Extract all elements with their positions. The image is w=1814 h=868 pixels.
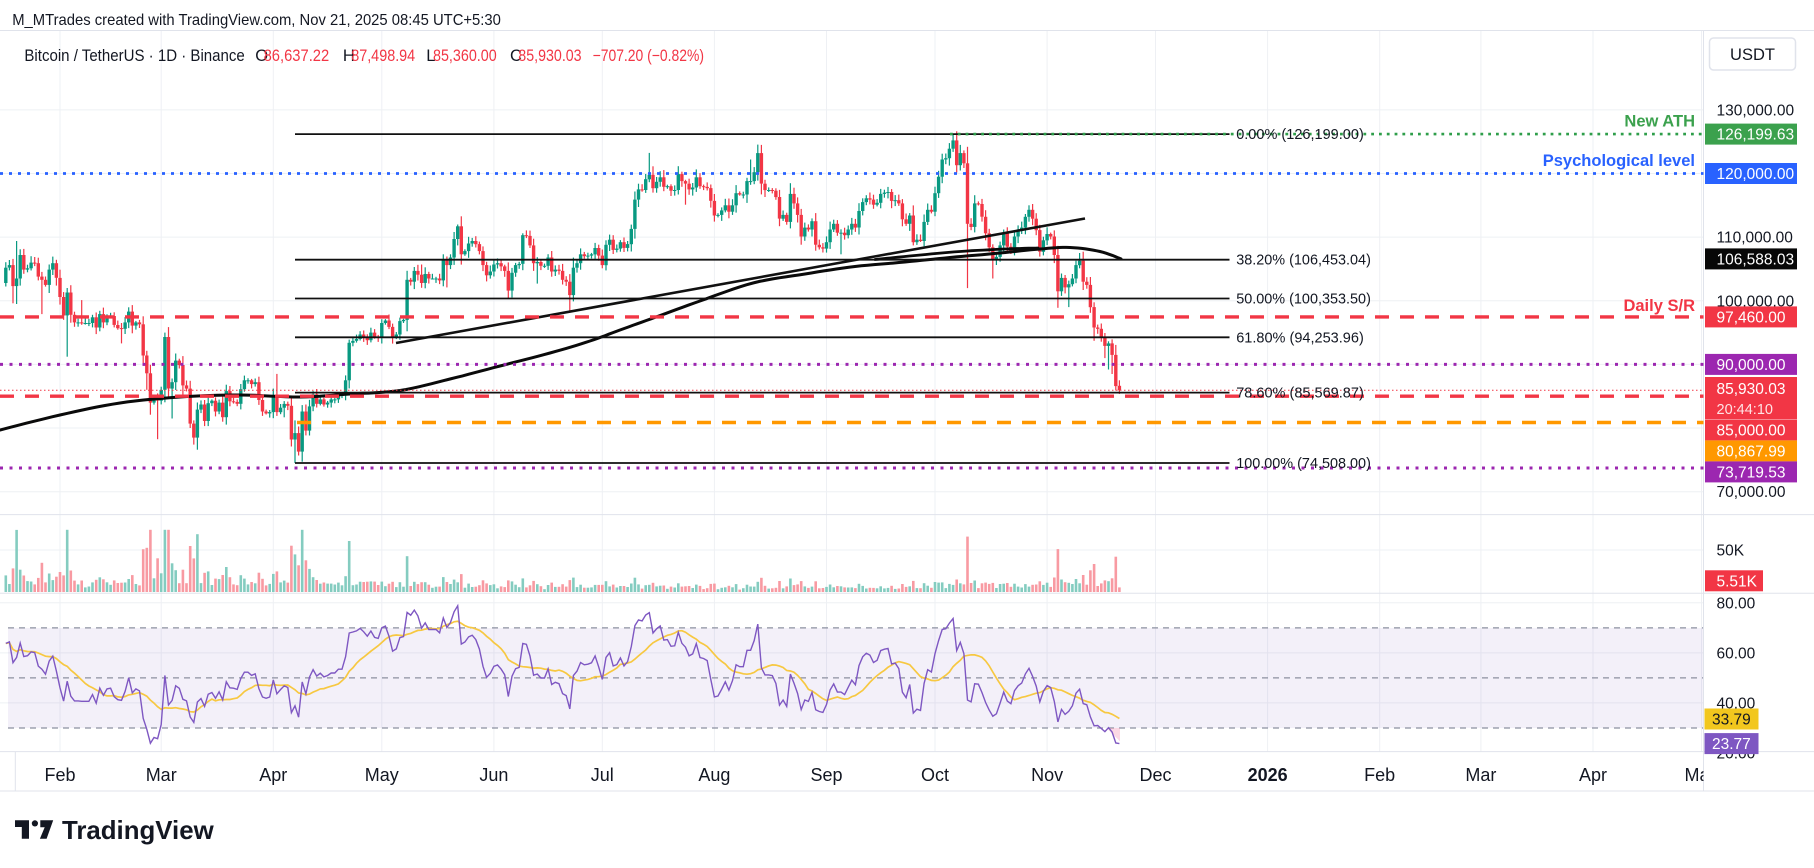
- svg-text:Nov: Nov: [1031, 765, 1063, 785]
- svg-text:L: L: [426, 47, 435, 65]
- svg-text:May: May: [1684, 765, 1718, 785]
- svg-text:80,867.99: 80,867.99: [1717, 443, 1786, 460]
- svg-text:−707.20 (−0.82%): −707.20 (−0.82%): [593, 47, 704, 65]
- svg-text:2026: 2026: [1248, 765, 1288, 785]
- svg-text:110,000.00: 110,000.00: [1717, 230, 1794, 247]
- svg-text:40.00: 40.00: [1717, 695, 1756, 712]
- svg-text:126,199.63: 126,199.63: [1717, 127, 1795, 144]
- svg-text:Jun: Jun: [479, 765, 508, 785]
- svg-text:50K: 50K: [1717, 543, 1745, 560]
- svg-text:C: C: [510, 47, 522, 65]
- svg-text:O: O: [255, 47, 268, 65]
- svg-text:USDT: USDT: [1730, 46, 1775, 64]
- svg-text:Dec: Dec: [1139, 765, 1171, 785]
- svg-text:Psychological level: Psychological level: [1543, 152, 1695, 170]
- svg-text:60.00: 60.00: [1717, 645, 1756, 662]
- svg-text:85,000.00: 85,000.00: [1717, 422, 1786, 439]
- svg-text:Mar: Mar: [146, 765, 177, 785]
- svg-text:New ATH: New ATH: [1624, 113, 1695, 131]
- svg-text:TradingView: TradingView: [62, 815, 214, 845]
- svg-text:85,930.03: 85,930.03: [1717, 381, 1786, 398]
- svg-text:106,588.03: 106,588.03: [1717, 251, 1795, 268]
- svg-text:78.60% (85,569.87): 78.60% (85,569.87): [1236, 385, 1364, 402]
- svg-text:85,930.03: 85,930.03: [518, 47, 581, 65]
- svg-text:H: H: [343, 47, 355, 65]
- svg-text:100,000.00: 100,000.00: [1717, 293, 1795, 310]
- svg-text:80.00: 80.00: [1717, 595, 1756, 612]
- svg-text:23.77: 23.77: [1712, 736, 1751, 753]
- svg-text:Oct: Oct: [921, 765, 949, 785]
- svg-text:100.00% (74,508.00): 100.00% (74,508.00): [1236, 455, 1371, 472]
- svg-text:Apr: Apr: [1579, 765, 1607, 785]
- svg-text:May: May: [365, 765, 399, 785]
- svg-text:20:44:10: 20:44:10: [1717, 402, 1773, 418]
- svg-text:70,000.00: 70,000.00: [1717, 484, 1786, 501]
- svg-text:61.80% (94,253.96): 61.80% (94,253.96): [1236, 329, 1364, 346]
- svg-text:87,498.94: 87,498.94: [351, 47, 415, 65]
- svg-text:5.51K: 5.51K: [1717, 573, 1758, 590]
- svg-text:Mar: Mar: [1465, 765, 1496, 785]
- svg-text:Daily S/R: Daily S/R: [1623, 297, 1695, 315]
- svg-text:130,000.00: 130,000.00: [1717, 103, 1795, 120]
- svg-text:97,460.00: 97,460.00: [1717, 309, 1786, 326]
- svg-text:Bitcoin / TetherUS · 1D · Bina: Bitcoin / TetherUS · 1D · Binance: [24, 47, 244, 65]
- svg-text:Aug: Aug: [698, 765, 730, 785]
- svg-text:38.20% (106,453.04): 38.20% (106,453.04): [1236, 252, 1371, 269]
- svg-text:120,000.00: 120,000.00: [1717, 166, 1795, 183]
- svg-text:Jul: Jul: [591, 765, 614, 785]
- svg-text:Sep: Sep: [810, 765, 842, 785]
- svg-text:86,637.22: 86,637.22: [264, 47, 330, 65]
- svg-text:85,360.00: 85,360.00: [433, 47, 497, 65]
- svg-text:90,000.00: 90,000.00: [1717, 357, 1786, 374]
- svg-text:73,719.53: 73,719.53: [1717, 464, 1786, 481]
- svg-text:0.00% (126,199.00): 0.00% (126,199.00): [1236, 126, 1364, 143]
- svg-text:33.79: 33.79: [1712, 712, 1751, 729]
- svg-text:M_MTrades created with Trading: M_MTrades created with TradingView.com, …: [12, 12, 501, 29]
- svg-text:50.00% (100,353.50): 50.00% (100,353.50): [1236, 291, 1371, 308]
- svg-text:Feb: Feb: [1364, 765, 1395, 785]
- svg-text:Apr: Apr: [259, 765, 287, 785]
- svg-text:Feb: Feb: [44, 765, 75, 785]
